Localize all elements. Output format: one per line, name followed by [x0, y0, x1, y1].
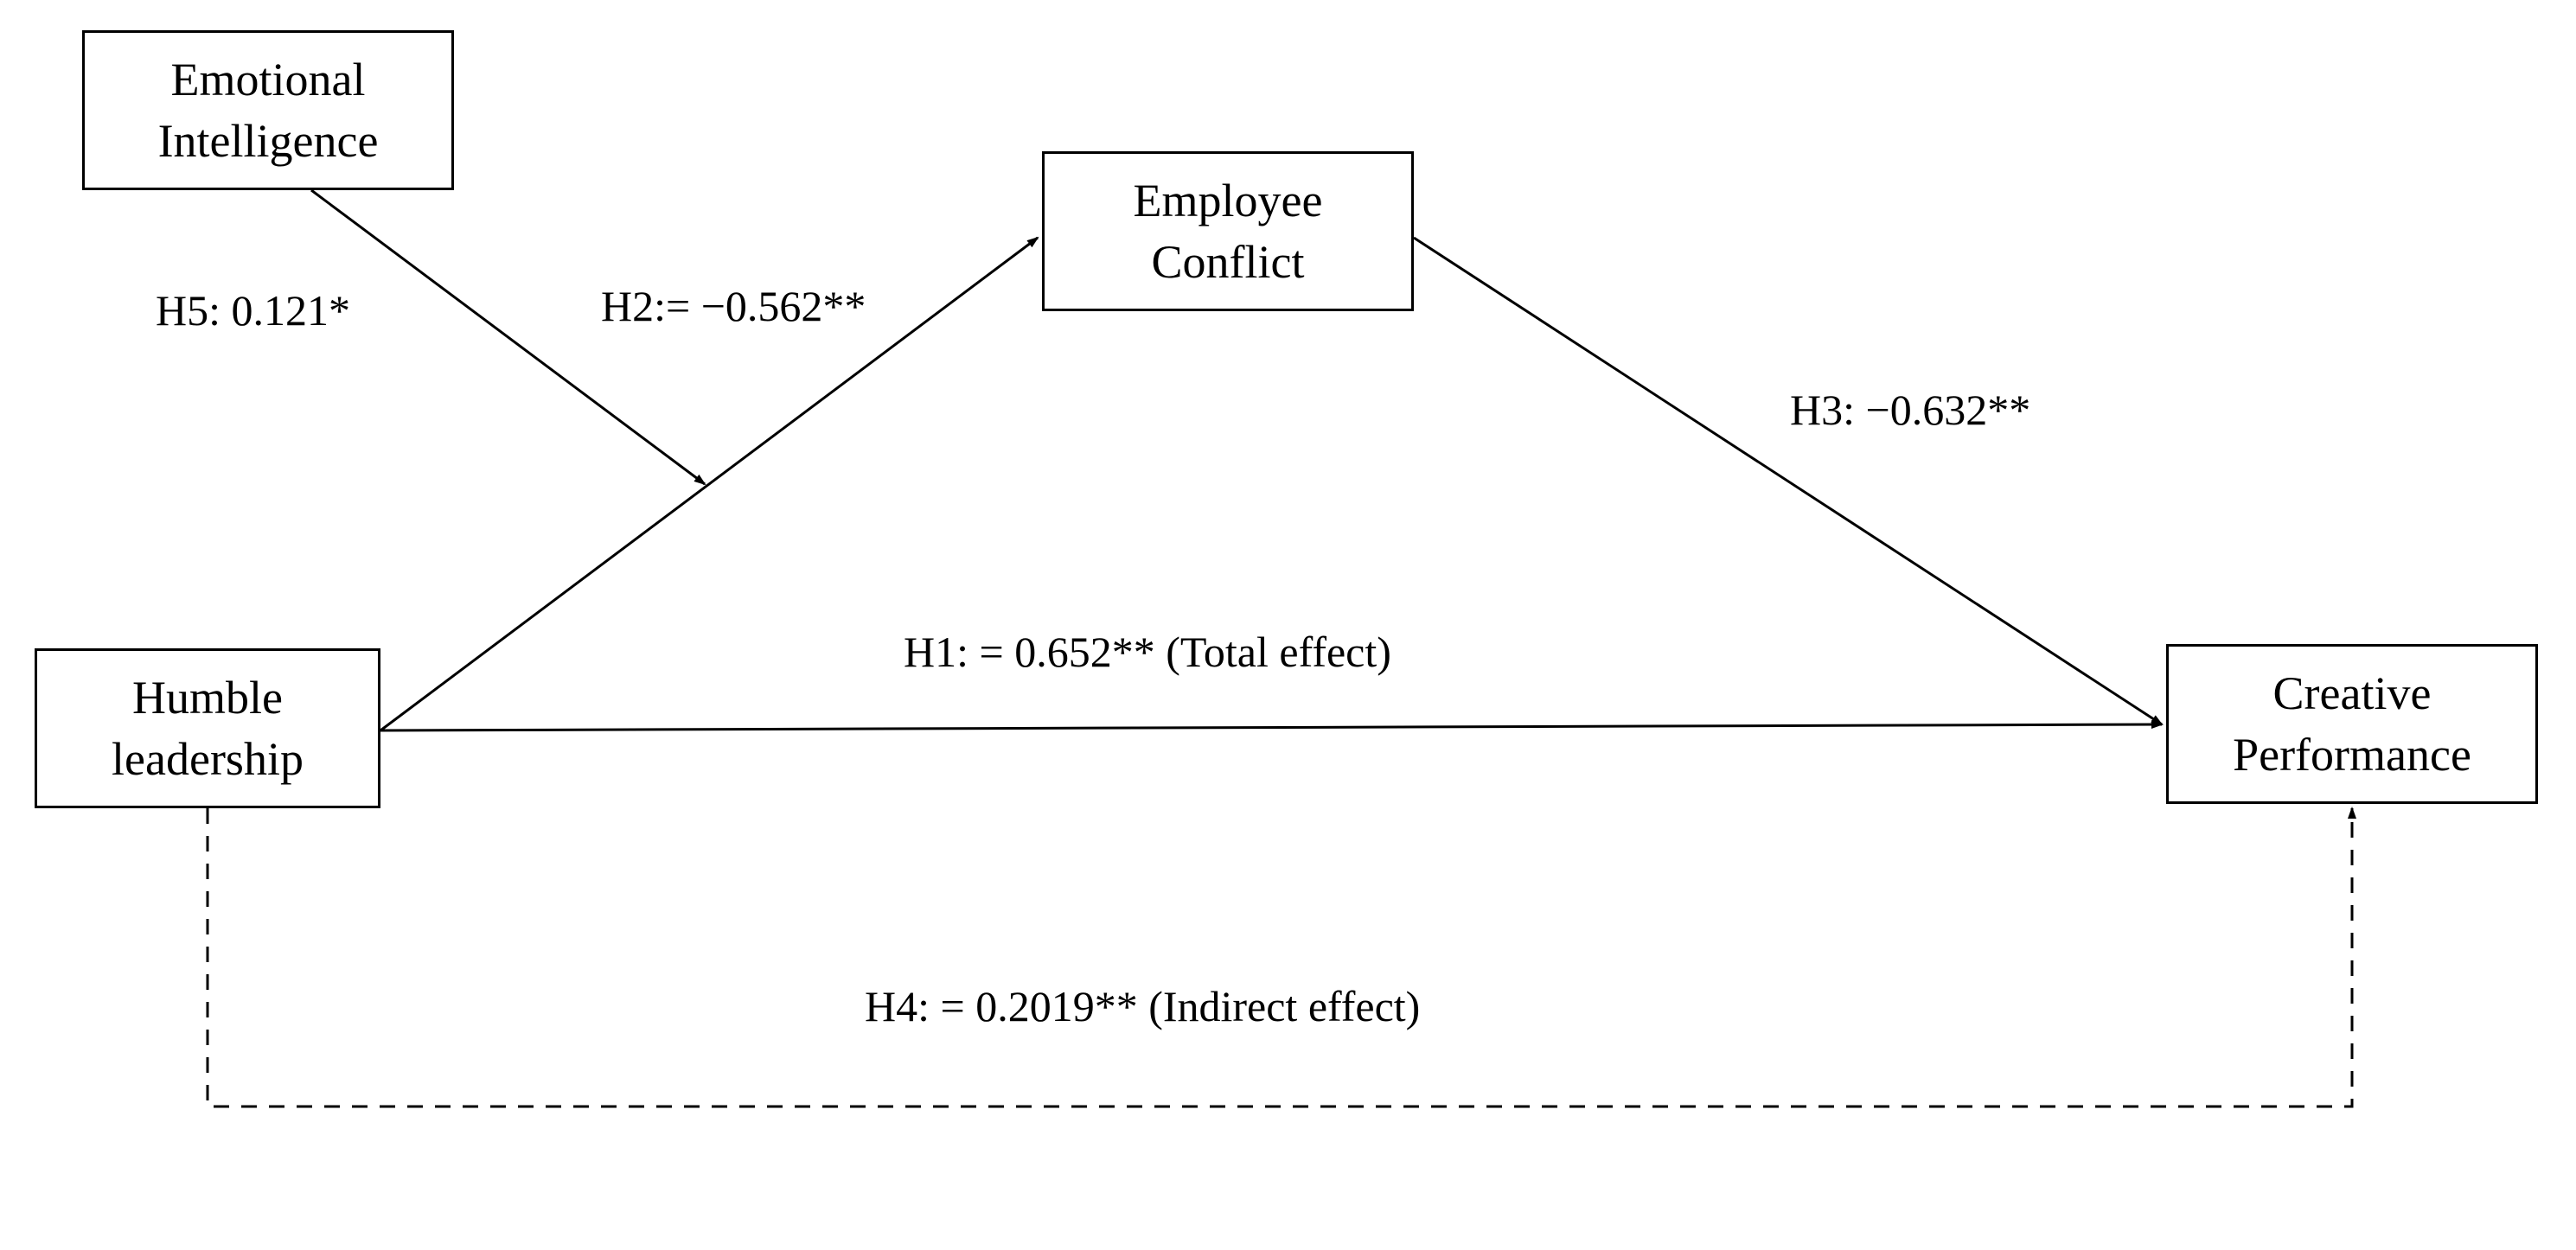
edge-h3: [1414, 238, 2162, 724]
label-h1: H1: = 0.652** (Total effect): [904, 627, 1391, 677]
label-h3: H3: −0.632**: [1790, 385, 2030, 435]
node-label-emotional-intelligence: EmotionalIntelligence: [158, 49, 379, 170]
node-label-employee-conflict: EmployeeConflict: [1134, 170, 1323, 291]
label-h4: H4: = 0.2019** (Indirect effect): [865, 981, 1420, 1031]
node-emotional-intelligence: EmotionalIntelligence: [82, 30, 454, 190]
node-employee-conflict: EmployeeConflict: [1042, 151, 1414, 311]
edge-h4: [208, 808, 2352, 1107]
path-analysis-diagram: EmotionalIntelligence Humbleleadership E…: [0, 0, 2576, 1250]
node-label-humble-leadership: Humbleleadership: [112, 667, 304, 788]
edge-h1: [380, 724, 2162, 730]
edge-h5: [311, 190, 705, 484]
label-h5: H5: 0.121*: [156, 285, 350, 335]
label-h2: H2:= −0.562**: [601, 281, 866, 331]
node-creative-performance: CreativePerformance: [2166, 644, 2538, 804]
node-humble-leadership: Humbleleadership: [35, 648, 380, 808]
node-label-creative-performance: CreativePerformance: [2233, 663, 2471, 784]
